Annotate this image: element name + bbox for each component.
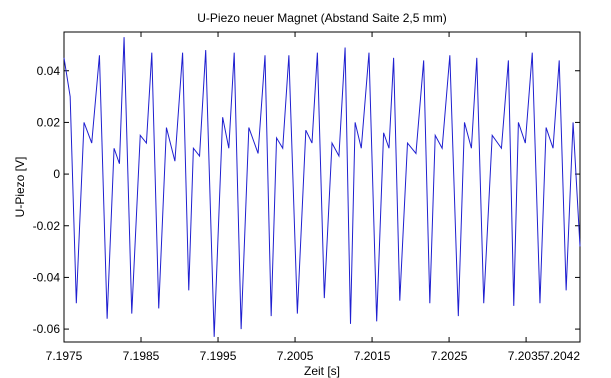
x-axis: 7.1975 7.1985 7.1995 7.2005 7.2015 7.2025 7.20…	[46, 32, 581, 363]
y-tick-label: -0.06	[33, 322, 61, 336]
x-tick-label: 7.2025	[431, 349, 468, 363]
y-axis-label: U-Piezo [V]	[13, 157, 27, 218]
series-line	[63, 37, 581, 337]
y-tick-label: 0.02	[37, 115, 61, 129]
y-tick-label: 0	[53, 167, 60, 181]
x-tick-label: 7.1985	[123, 349, 160, 363]
x-tick-label: 7.2035	[508, 349, 545, 363]
y-tick-label: -0.04	[33, 270, 61, 284]
plot-area	[63, 31, 581, 343]
x-tick-label: 7.2042	[543, 349, 580, 363]
x-tick-label: 7.2005	[277, 349, 314, 363]
chart-title: U-Piezo neuer Magnet (Abstand Saite 2,5 …	[197, 11, 446, 25]
y-tick-label: 0.04	[37, 64, 61, 78]
x-axis-label: Zeit [s]	[304, 364, 340, 378]
x-tick-label: 7.1975	[46, 349, 83, 363]
x-tick-label: 7.1995	[200, 349, 237, 363]
x-tick-label: 7.2015	[354, 349, 391, 363]
y-axis: -0.06 -0.04 -0.02 0 0.02 0.04	[33, 64, 580, 336]
y-tick-label: -0.02	[33, 219, 61, 233]
